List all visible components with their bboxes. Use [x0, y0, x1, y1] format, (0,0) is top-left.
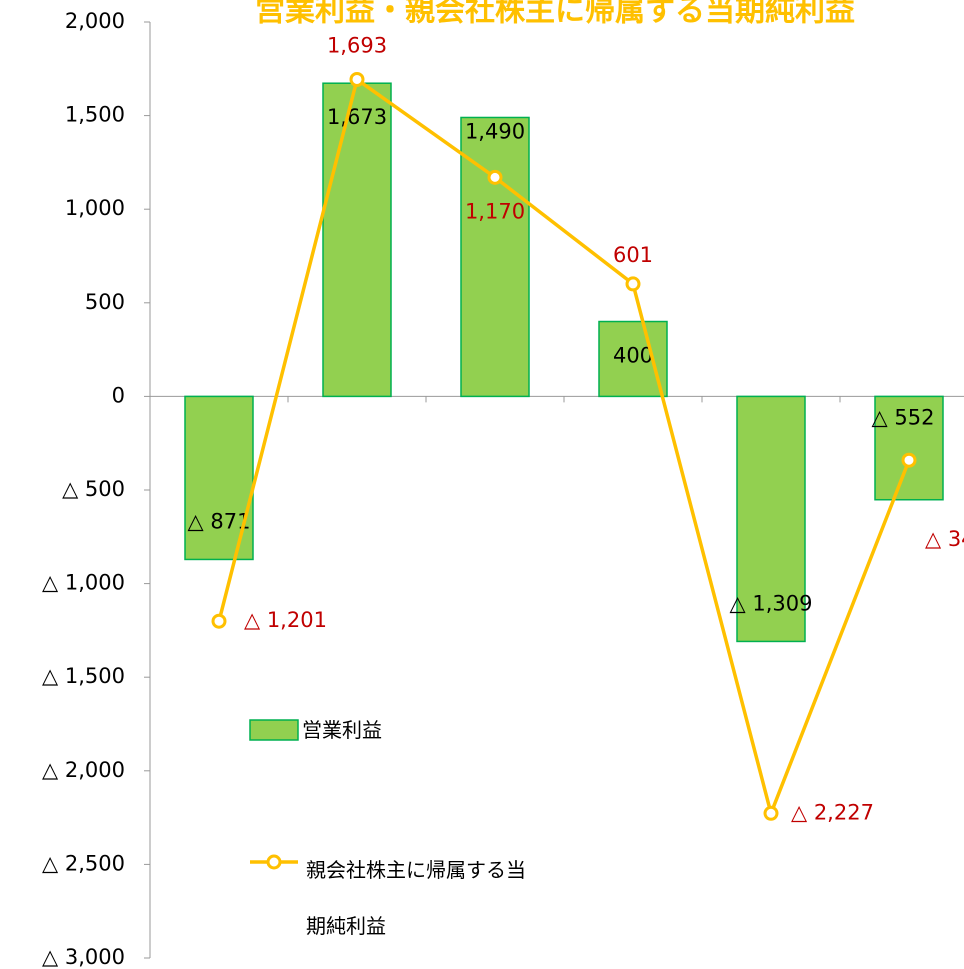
legend-label: 営業利益 — [302, 718, 382, 742]
bar — [184, 395, 254, 561]
y-tick-label: △ 1,000 — [42, 571, 125, 595]
bar-label: △ 871 — [188, 509, 251, 533]
chart-title: 営業利益・親会社株主に帰属する当期純利益 — [255, 0, 855, 29]
legend-marker — [266, 854, 282, 870]
bar-label: 400 — [613, 344, 653, 368]
line-label: △ 341 — [925, 527, 964, 551]
legend-swatch — [249, 719, 299, 741]
bar-label: 1,673 — [327, 105, 387, 129]
line-label: △ 2,227 — [791, 800, 874, 824]
line — [217, 76, 911, 819]
line-marker — [487, 169, 503, 185]
y-tick-label: 2,000 — [65, 9, 125, 33]
legend-label: 親会社株主に帰属する当期純利益 — [306, 858, 526, 938]
y-tick-label: 0 — [112, 383, 125, 407]
bar-label: 1,490 — [465, 119, 525, 143]
line-marker — [901, 452, 917, 468]
y-tick-label: 500 — [85, 290, 125, 314]
bar — [322, 82, 392, 398]
bar — [460, 116, 530, 398]
y-tick-label: △ 2,000 — [42, 758, 125, 782]
line-marker — [211, 613, 227, 629]
bar-label: △ 552 — [872, 405, 935, 429]
y-tick-label: △ 1,500 — [42, 664, 125, 688]
y-tick-label: △ 500 — [62, 477, 125, 501]
bar-label: △ 1,309 — [730, 591, 813, 615]
y-tick-label: △ 2,500 — [42, 851, 125, 875]
line-marker — [625, 276, 641, 292]
y-tick-label: 1,000 — [65, 196, 125, 220]
line-label: △ 1,201 — [244, 608, 327, 632]
line-label: 601 — [613, 243, 653, 267]
y-tick-label: △ 3,000 — [42, 945, 125, 969]
bar — [598, 320, 668, 398]
line-marker — [763, 805, 779, 821]
line-label: 1,693 — [327, 33, 387, 57]
y-tick-label: 1,500 — [65, 103, 125, 127]
bar — [874, 395, 944, 501]
bar — [736, 395, 806, 643]
line-label: 1,170 — [465, 199, 525, 223]
line-marker — [349, 71, 365, 87]
